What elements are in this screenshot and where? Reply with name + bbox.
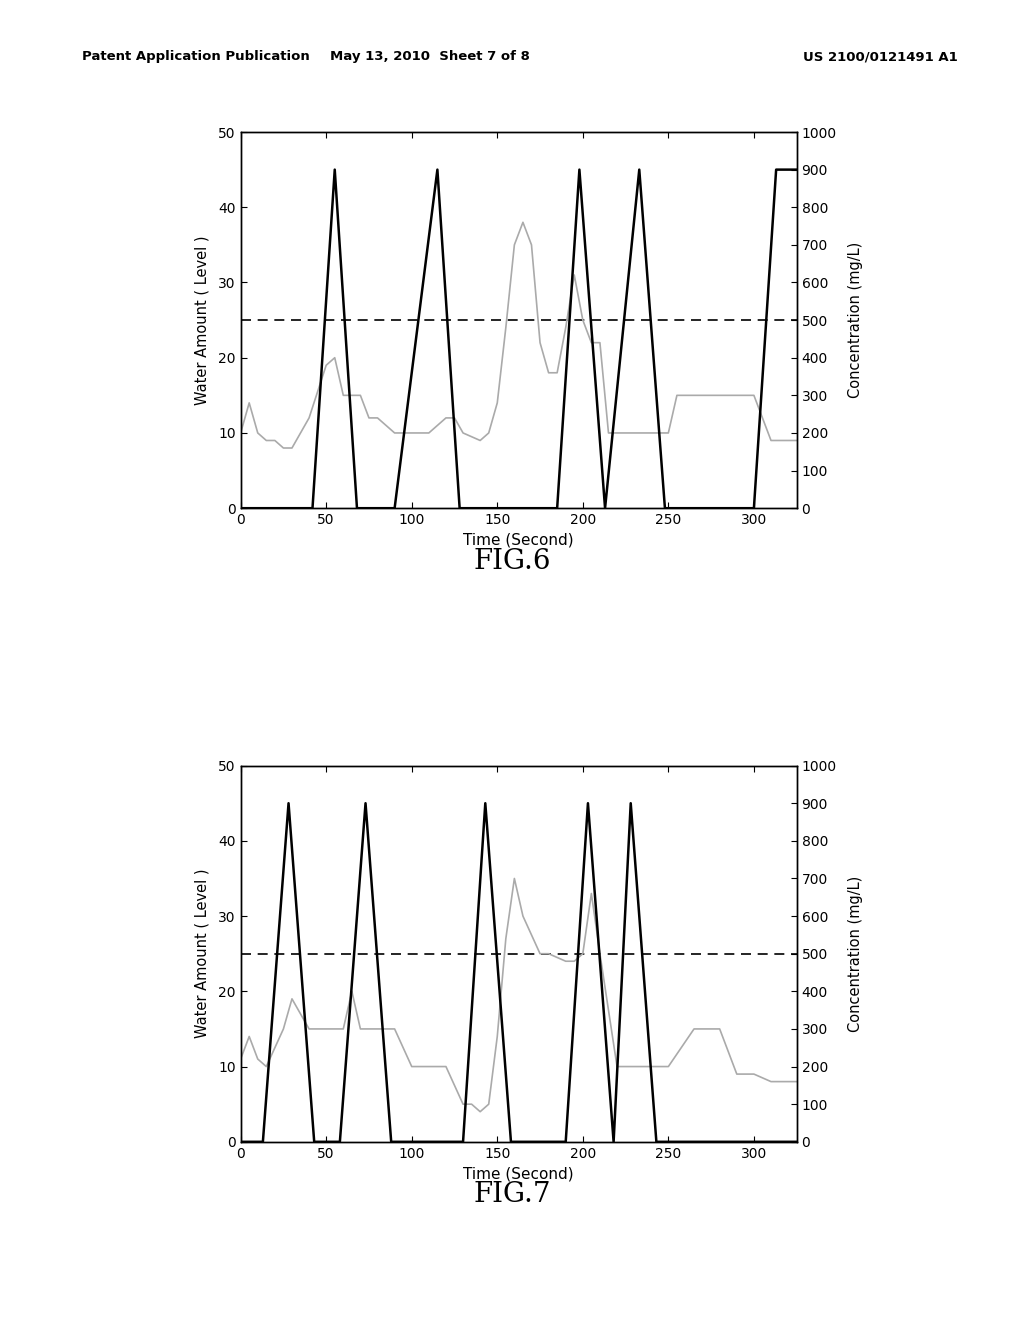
Text: FIG.6: FIG.6: [473, 548, 551, 574]
Y-axis label: Concentration (mg/L): Concentration (mg/L): [848, 875, 863, 1032]
X-axis label: Time (Second): Time (Second): [463, 532, 574, 548]
Text: FIG.7: FIG.7: [473, 1181, 551, 1208]
X-axis label: Time (Second): Time (Second): [463, 1166, 574, 1181]
Text: Patent Application Publication: Patent Application Publication: [82, 50, 309, 63]
Text: May 13, 2010  Sheet 7 of 8: May 13, 2010 Sheet 7 of 8: [330, 50, 530, 63]
Text: US 2100/0121491 A1: US 2100/0121491 A1: [803, 50, 957, 63]
Y-axis label: Concentration (mg/L): Concentration (mg/L): [848, 242, 863, 399]
Y-axis label: Water Amount ( Level ): Water Amount ( Level ): [195, 869, 210, 1039]
Y-axis label: Water Amount ( Level ): Water Amount ( Level ): [195, 235, 210, 405]
